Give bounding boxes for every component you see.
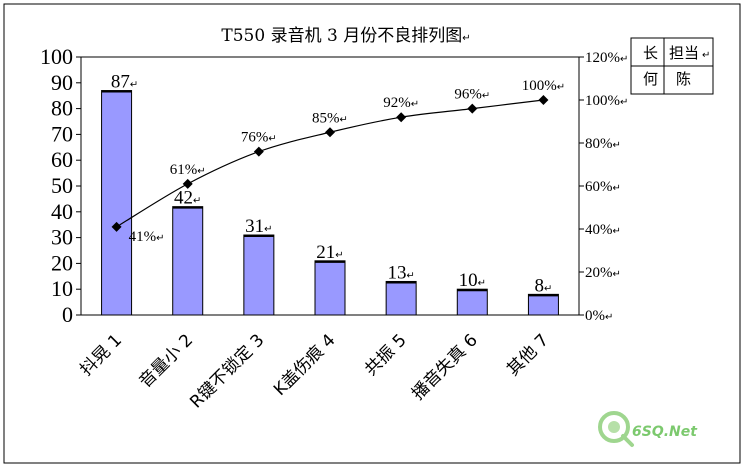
left-tick-label: 30 bbox=[51, 225, 73, 250]
bar bbox=[527, 293, 559, 316]
cumulative-point bbox=[182, 178, 193, 189]
cumulative-label: 85%↵ bbox=[312, 110, 348, 126]
right-tick-label: 120%↵ bbox=[585, 50, 628, 66]
bar-value-label: 21↵ bbox=[316, 242, 343, 263]
left-tick-label: 20 bbox=[51, 250, 73, 275]
owner-value-2: 陈 bbox=[676, 70, 691, 88]
right-tick-label: 100%↵ bbox=[585, 93, 628, 109]
left-tick-label: 70 bbox=[51, 121, 73, 146]
bar-value-label: 42↵ bbox=[174, 188, 201, 209]
cumulative-label: 76%↵ bbox=[241, 130, 277, 146]
cumulative-point bbox=[396, 112, 407, 123]
left-tick-label: 40 bbox=[51, 199, 73, 224]
cumulative-label: 61%↵ bbox=[170, 162, 206, 178]
left-tick-label: 80 bbox=[51, 96, 73, 121]
owner-mark: ↵ bbox=[702, 50, 710, 61]
bar-value-label: 13↵ bbox=[387, 262, 414, 283]
cumulative-point bbox=[111, 221, 122, 232]
right-axis: 0%↵ 20%↵ 40%↵ 60%↵ 80%↵ 100%↵ 120%↵ bbox=[579, 50, 628, 324]
right-tick-label: 40%↵ bbox=[585, 222, 621, 238]
left-tick-label: 90 bbox=[51, 70, 73, 95]
right-tick-label: 60%↵ bbox=[585, 179, 621, 195]
chart-title: T550 录音机 3 月份不良排列图↵ bbox=[221, 26, 470, 46]
watermark: 6SQ.Net bbox=[598, 411, 698, 447]
left-tick-label: 10 bbox=[51, 276, 73, 301]
left-tick-label: 50 bbox=[51, 173, 73, 198]
bar bbox=[314, 260, 346, 316]
watermark-logo-icon bbox=[598, 411, 630, 443]
cumulative-point bbox=[253, 146, 264, 157]
bar-value-label: 87↵ bbox=[111, 72, 138, 93]
left-tick-label: 100 bbox=[40, 44, 73, 69]
bar-value-label: 8↵ bbox=[534, 275, 552, 296]
cumulative-line-series: 41%↵ 61%↵ 76%↵ 85%↵ 92%↵ 96%↵ 100%↵ bbox=[111, 78, 565, 245]
owner-header-1: 长 bbox=[643, 44, 658, 62]
bar bbox=[385, 280, 417, 316]
watermark-text: 6SQ.Net bbox=[632, 424, 698, 440]
bar bbox=[456, 288, 488, 316]
right-tick-label: 80%↵ bbox=[585, 136, 621, 152]
bar bbox=[243, 234, 275, 316]
owner-header-2: 担当 bbox=[669, 44, 699, 62]
owner-value-1: 何 bbox=[643, 70, 658, 88]
left-tick-label: 60 bbox=[51, 147, 73, 172]
cumulative-label: 92%↵ bbox=[383, 95, 419, 111]
bar-series: 87↵ 42↵ 31↵ 21↵ 13↵ 10↵ 8↵ bbox=[101, 72, 559, 316]
right-tick-label: 0%↵ bbox=[585, 308, 613, 324]
cumulative-label: 41%↵ bbox=[129, 229, 165, 245]
cumulative-label: 100%↵ bbox=[522, 78, 565, 94]
cumulative-point bbox=[325, 127, 335, 138]
cumulative-label: 96%↵ bbox=[454, 87, 490, 103]
right-tick-label: 20%↵ bbox=[585, 265, 621, 281]
bar bbox=[101, 90, 133, 316]
owner-table: 长 担当 何 陈 ↵ bbox=[630, 37, 714, 95]
cumulative-point bbox=[538, 95, 549, 105]
cumulative-point bbox=[467, 103, 478, 114]
bar bbox=[172, 206, 204, 316]
bar-value-label: 10↵ bbox=[459, 270, 486, 291]
bar-value-label: 31↵ bbox=[245, 216, 272, 237]
left-tick-label: 0 bbox=[62, 302, 73, 327]
